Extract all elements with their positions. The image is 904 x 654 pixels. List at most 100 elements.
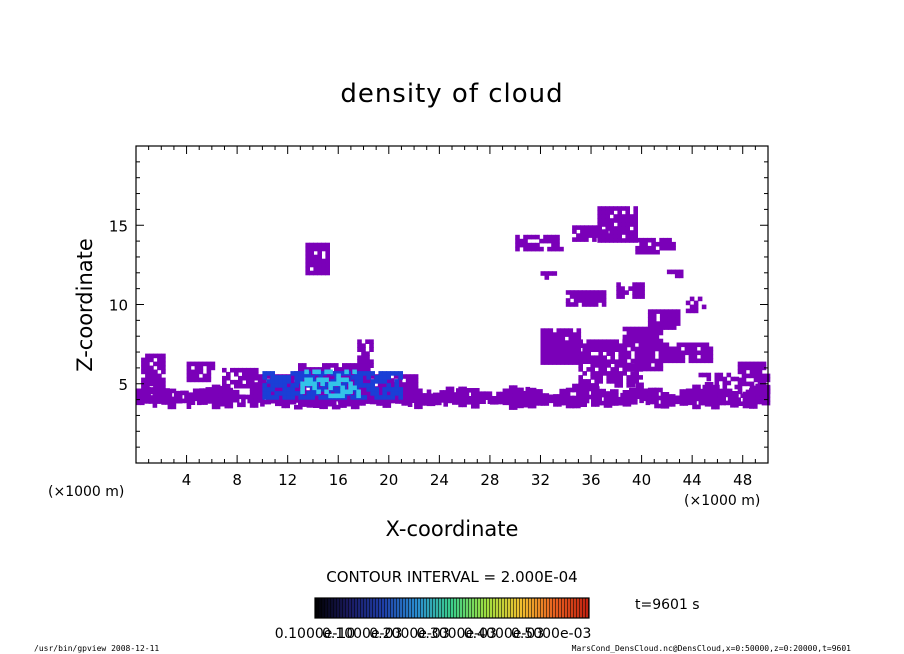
cloud-cell	[664, 346, 670, 352]
cloud-cell	[737, 365, 743, 371]
cloud-cell	[180, 398, 185, 404]
cloud-cell	[477, 395, 482, 400]
cloud-cell	[646, 358, 652, 364]
cloud-cell	[634, 354, 640, 360]
cloud-cell	[322, 375, 327, 380]
cloud-cell	[560, 348, 566, 353]
cloud-cell	[673, 395, 678, 401]
cloud-cell	[531, 395, 537, 401]
cloud-cell	[685, 388, 691, 394]
cloud-cell	[369, 339, 374, 344]
cloud-cell	[601, 238, 606, 243]
cloud-cell	[322, 395, 327, 400]
cloud-cell	[413, 386, 419, 391]
cloud-cell	[654, 395, 659, 401]
cloud-cell	[630, 326, 636, 332]
cloud-cell	[610, 393, 615, 398]
cloud-cell	[230, 367, 235, 373]
cloud-cell	[667, 241, 672, 247]
cloud-cell	[761, 377, 767, 383]
cloud-cell	[688, 358, 694, 364]
cloud-cell	[433, 392, 438, 398]
cloud-cell	[576, 332, 582, 337]
cloud-cell	[426, 389, 432, 395]
cloud-cell	[527, 391, 533, 397]
cloud-cell	[317, 262, 322, 268]
cloud-cell	[585, 294, 591, 299]
cloud-cell	[610, 339, 615, 344]
cloud-cell	[634, 379, 639, 384]
cloud-cell	[336, 381, 341, 387]
cloud-cell	[572, 336, 578, 341]
cloud-cell	[230, 389, 236, 395]
cloud-cell	[458, 398, 463, 404]
cloud-cell	[270, 383, 275, 388]
cloud-cell	[572, 395, 577, 401]
cloud-cell	[317, 246, 322, 252]
cloud-cell	[642, 358, 648, 364]
cloud-cell	[157, 353, 162, 359]
cloud-cell	[234, 367, 239, 373]
cloud-cell	[589, 298, 595, 303]
cloud-cell	[553, 398, 558, 403]
cloud-cell	[596, 229, 601, 234]
cloud-cell	[458, 386, 463, 392]
cloud-cell	[531, 234, 536, 240]
cloud-cell	[698, 400, 704, 406]
cloud-cell	[572, 403, 577, 409]
cloud-cell	[238, 367, 243, 373]
cloud-cell	[601, 234, 606, 239]
cloud-cell	[377, 382, 383, 387]
cloud-cell	[199, 396, 204, 401]
cloud-cell	[757, 373, 763, 379]
cloud-cell	[199, 388, 204, 393]
cloud-cell	[261, 378, 267, 383]
cloud-cell	[633, 214, 638, 219]
cloud-cell	[651, 237, 656, 243]
cloud-cell	[257, 398, 263, 403]
cloud-cell	[646, 346, 652, 352]
cloud-cell	[578, 367, 583, 372]
cloud-cell	[636, 294, 641, 299]
cloud-cell	[374, 379, 379, 384]
cloud-cell	[540, 271, 546, 276]
cloud-cell	[618, 383, 623, 388]
cloud-cell	[309, 246, 314, 252]
cloud-cell	[464, 396, 470, 401]
cloud-cell	[141, 365, 146, 371]
cloud-cell	[362, 383, 367, 388]
cloud-cell	[332, 393, 337, 399]
cloud-cell	[234, 389, 240, 395]
cloud-cell	[595, 394, 600, 399]
cloud-cell	[211, 384, 217, 390]
cloud-cell	[365, 351, 370, 356]
cloud-cell	[581, 302, 587, 307]
cloud-cell	[443, 402, 448, 407]
cloud-cell	[592, 229, 597, 234]
cloud-cell	[340, 393, 345, 399]
cloud-cell	[552, 336, 558, 341]
cloud-cell	[586, 367, 591, 372]
cloud-cell	[711, 384, 716, 390]
cloud-cell	[564, 352, 570, 357]
cloud-cell	[527, 246, 532, 252]
cloud-cell	[274, 395, 279, 400]
cloud-field	[136, 206, 771, 410]
cloud-cell	[194, 373, 200, 379]
cloud-cell	[321, 398, 327, 403]
cloud-cell	[658, 326, 664, 332]
cloud-cell	[630, 342, 636, 348]
cloud-cell	[278, 375, 283, 380]
cloud-cell	[345, 394, 351, 399]
cloud-cell	[620, 294, 625, 299]
cloud-cell	[552, 356, 558, 361]
cloud-cell	[547, 238, 552, 244]
cloud-cell	[617, 230, 622, 235]
cloud-cell	[664, 350, 670, 356]
cloud-cell	[397, 378, 403, 383]
cloud-cell	[586, 347, 591, 352]
cloud-cell	[704, 386, 710, 391]
cloud-cell	[588, 233, 593, 238]
cloud-cell	[745, 361, 751, 367]
cloud-cell	[688, 354, 694, 360]
